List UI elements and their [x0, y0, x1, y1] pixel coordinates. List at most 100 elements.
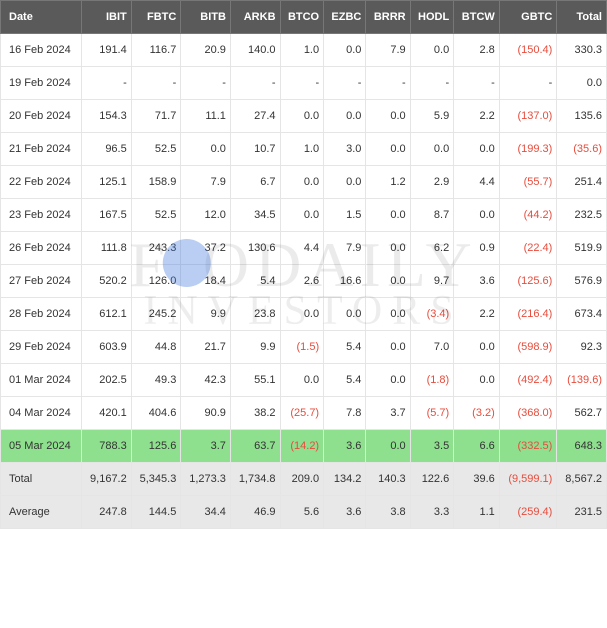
col-header: FBTC: [131, 1, 181, 34]
date-cell: 28 Feb 2024: [1, 298, 82, 331]
value-cell: 7.9: [181, 166, 231, 199]
value-cell: -: [324, 67, 366, 100]
value-cell: 12.0: [181, 199, 231, 232]
date-cell: 16 Feb 2024: [1, 34, 82, 67]
value-cell: 673.4: [557, 298, 607, 331]
value-cell: (1.5): [280, 331, 324, 364]
value-cell: 154.3: [82, 100, 132, 133]
col-header: BRRR: [366, 1, 410, 34]
value-cell: 130.6: [230, 232, 280, 265]
value-cell: 46.9: [230, 496, 280, 529]
col-header: ARKB: [230, 1, 280, 34]
value-cell: 0.0: [366, 232, 410, 265]
value-cell: 231.5: [557, 496, 607, 529]
value-cell: 3.7: [366, 397, 410, 430]
date-cell: 20 Feb 2024: [1, 100, 82, 133]
value-cell: 71.7: [131, 100, 181, 133]
value-cell: 3.6: [324, 496, 366, 529]
col-header: Date: [1, 1, 82, 34]
value-cell: 0.0: [557, 67, 607, 100]
value-cell: (216.4): [499, 298, 557, 331]
value-cell: 9.7: [410, 265, 454, 298]
value-cell: 167.5: [82, 199, 132, 232]
value-cell: 0.0: [366, 265, 410, 298]
table-row: 21 Feb 202496.552.50.010.71.03.00.00.00.…: [1, 133, 607, 166]
value-cell: 63.7: [230, 430, 280, 463]
date-cell: Average: [1, 496, 82, 529]
value-cell: 3.0: [324, 133, 366, 166]
value-cell: 6.2: [410, 232, 454, 265]
col-header: GBTC: [499, 1, 557, 34]
value-cell: 6.7: [230, 166, 280, 199]
date-cell: 01 Mar 2024: [1, 364, 82, 397]
value-cell: 134.2: [324, 463, 366, 496]
value-cell: (332.5): [499, 430, 557, 463]
value-cell: 6.6: [454, 430, 500, 463]
value-cell: 1.0: [280, 34, 324, 67]
value-cell: 0.0: [366, 133, 410, 166]
table-row: 04 Mar 2024420.1404.690.938.2(25.7)7.83.…: [1, 397, 607, 430]
value-cell: 144.5: [131, 496, 181, 529]
value-cell: 0.0: [410, 133, 454, 166]
value-cell: 0.0: [324, 34, 366, 67]
value-cell: 7.9: [366, 34, 410, 67]
table-row: 23 Feb 2024167.552.512.034.50.01.50.08.7…: [1, 199, 607, 232]
value-cell: 2.2: [454, 100, 500, 133]
value-cell: 404.6: [131, 397, 181, 430]
value-cell: 0.0: [280, 100, 324, 133]
value-cell: 37.2: [181, 232, 231, 265]
value-cell: 0.9: [454, 232, 500, 265]
value-cell: 0.0: [324, 298, 366, 331]
value-cell: 52.5: [131, 199, 181, 232]
date-cell: Total: [1, 463, 82, 496]
value-cell: (259.4): [499, 496, 557, 529]
table-row: Average247.8144.534.446.95.63.63.83.31.1…: [1, 496, 607, 529]
value-cell: 3.5: [410, 430, 454, 463]
value-cell: (3.4): [410, 298, 454, 331]
value-cell: 330.3: [557, 34, 607, 67]
value-cell: (25.7): [280, 397, 324, 430]
value-cell: 96.5: [82, 133, 132, 166]
value-cell: (199.3): [499, 133, 557, 166]
value-cell: 562.7: [557, 397, 607, 430]
value-cell: 5.9: [410, 100, 454, 133]
value-cell: 5,345.3: [131, 463, 181, 496]
value-cell: 251.4: [557, 166, 607, 199]
value-cell: 0.0: [280, 364, 324, 397]
table-row: 01 Mar 2024202.549.342.355.10.05.40.0(1.…: [1, 364, 607, 397]
value-cell: -: [280, 67, 324, 100]
date-cell: 22 Feb 2024: [1, 166, 82, 199]
value-cell: 5.4: [324, 364, 366, 397]
value-cell: 7.9: [324, 232, 366, 265]
value-cell: 8,567.2: [557, 463, 607, 496]
value-cell: 42.3: [181, 364, 231, 397]
table-row: 16 Feb 2024191.4116.720.9140.01.00.07.90…: [1, 34, 607, 67]
value-cell: 135.6: [557, 100, 607, 133]
col-header: BTCO: [280, 1, 324, 34]
value-cell: 9.9: [181, 298, 231, 331]
value-cell: (9,599.1): [499, 463, 557, 496]
value-cell: 11.1: [181, 100, 231, 133]
value-cell: -: [410, 67, 454, 100]
value-cell: 5.4: [230, 265, 280, 298]
value-cell: 7.8: [324, 397, 366, 430]
value-cell: 9,167.2: [82, 463, 132, 496]
value-cell: 0.0: [280, 199, 324, 232]
value-cell: 23.8: [230, 298, 280, 331]
value-cell: 576.9: [557, 265, 607, 298]
value-cell: (368.0): [499, 397, 557, 430]
value-cell: 55.1: [230, 364, 280, 397]
value-cell: 0.0: [324, 166, 366, 199]
value-cell: 0.0: [366, 199, 410, 232]
value-cell: 0.0: [410, 34, 454, 67]
value-cell: 5.6: [280, 496, 324, 529]
value-cell: 0.0: [366, 430, 410, 463]
value-cell: -: [131, 67, 181, 100]
value-cell: 92.3: [557, 331, 607, 364]
value-cell: 140.0: [230, 34, 280, 67]
value-cell: 245.2: [131, 298, 181, 331]
value-cell: -: [181, 67, 231, 100]
table-row: 19 Feb 2024----------0.0: [1, 67, 607, 100]
value-cell: (5.7): [410, 397, 454, 430]
value-cell: 34.5: [230, 199, 280, 232]
